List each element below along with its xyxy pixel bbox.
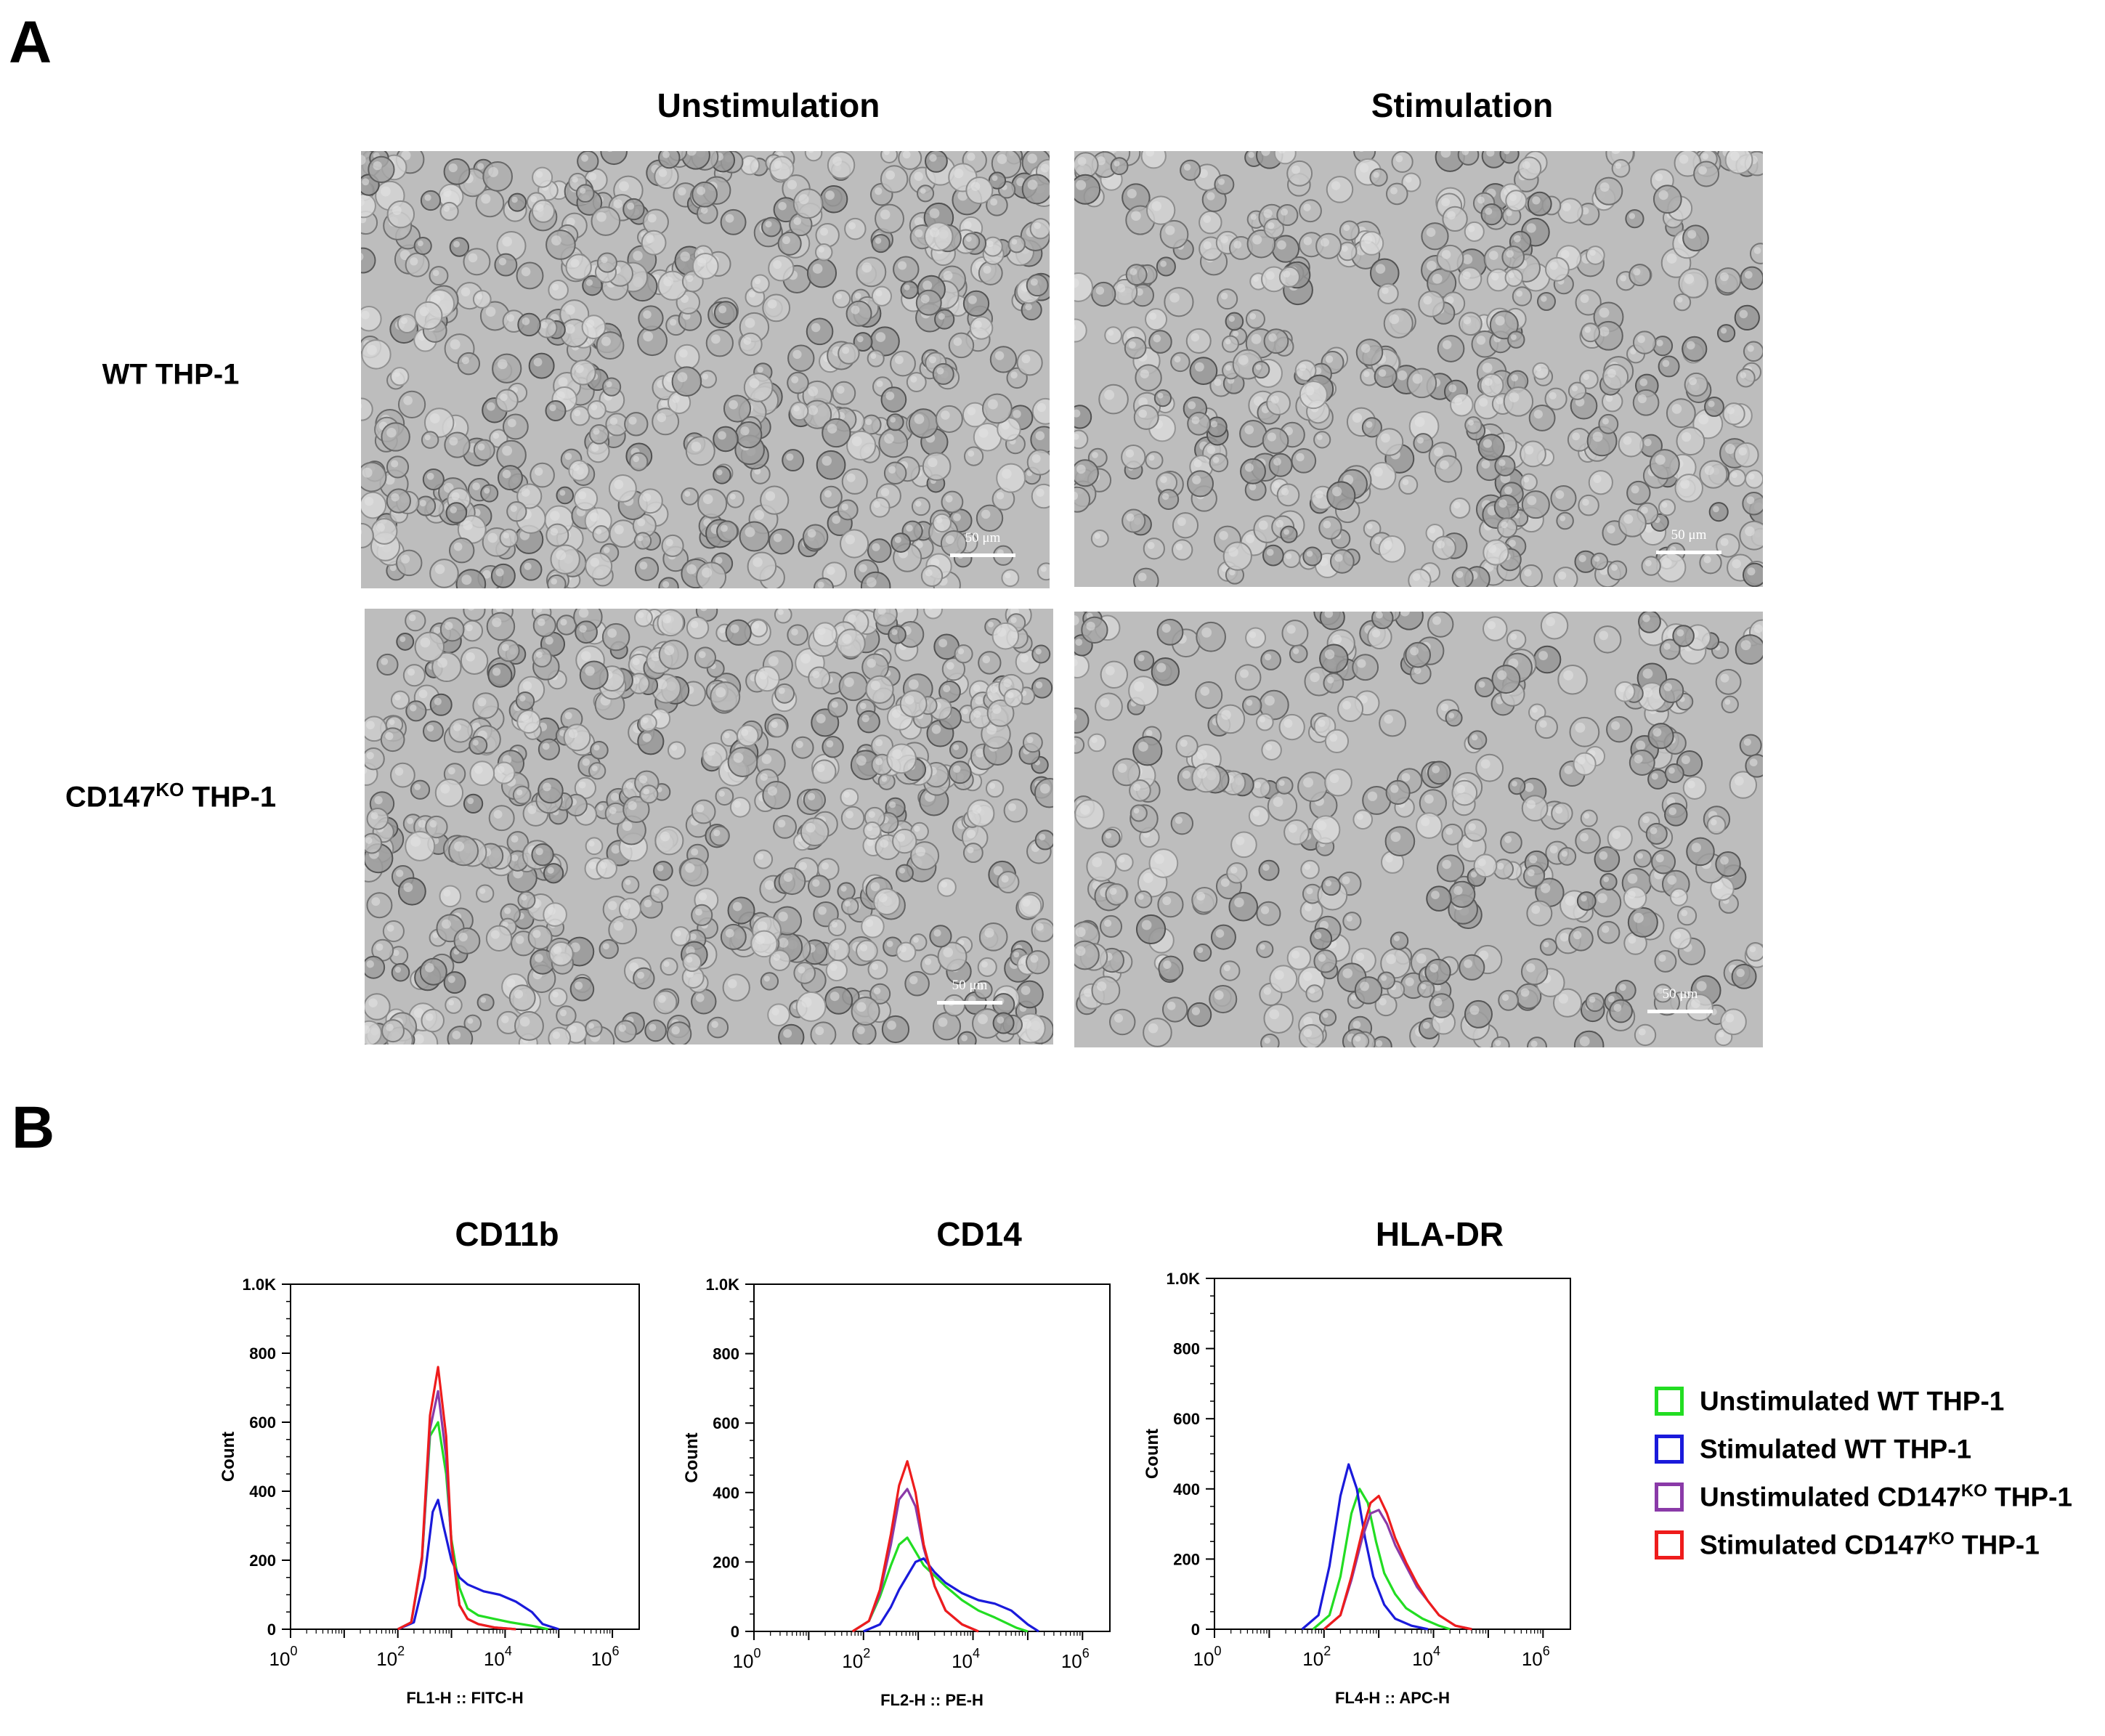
legend-item-stim-ko: Stimulated CD147KO THP-1 — [1655, 1521, 2105, 1569]
y-tick-label: 1.0K — [1167, 1270, 1201, 1288]
y-tick-label: 400 — [713, 1484, 739, 1502]
scale-bar-3: 50 μm — [937, 978, 1002, 1005]
y-axis-label: Count — [682, 1432, 702, 1483]
legend-item-unstim-wt: Unstimulated WT THP-1 — [1655, 1377, 2105, 1425]
y-tick-label: 1.0K — [706, 1275, 740, 1294]
series-line-stimulated-wt-thp-1 — [863, 1557, 1039, 1633]
x-axis-label: FL1-H :: FITC-H — [406, 1689, 523, 1707]
x-tick-label: 104 — [1412, 1644, 1440, 1670]
column-header-unstimulation: Unstimulation — [657, 86, 880, 124]
x-tick-label: 102 — [376, 1644, 405, 1670]
scale-bar-2: 50 μm — [1656, 527, 1721, 554]
chart-title-hla-dr: HLA-DR — [1375, 1215, 1504, 1253]
series-line-unstimulated-cd147ko-thp-1 — [1323, 1509, 1472, 1631]
series-line-unstimulated-wt-thp-1 — [851, 1536, 1029, 1633]
legend-label: Stimulated CD147KO THP-1 — [1700, 1529, 2040, 1560]
plot-frame — [290, 1283, 640, 1630]
y-tick-label: 600 — [1173, 1410, 1200, 1428]
legend-item-unstim-ko: Unstimulated CD147KO THP-1 — [1655, 1473, 2105, 1521]
series-line-stimulated-wt-thp-1 — [397, 1498, 559, 1631]
y-tick-label: 400 — [249, 1483, 276, 1501]
y-tick-label: 0 — [1191, 1621, 1200, 1639]
legend-swatch — [1655, 1435, 1684, 1464]
micrograph-wt-stimulated-image — [1074, 151, 1763, 587]
scale-bar-1: 50 μm — [950, 530, 1015, 557]
scale-bar-line — [1647, 1010, 1713, 1013]
micrograph-wt-unstimulated — [361, 151, 1050, 588]
x-tick-label: 106 — [1522, 1644, 1550, 1670]
y-tick-label: 800 — [249, 1344, 276, 1363]
y-tick-label: 800 — [713, 1345, 739, 1363]
series-line-unstimulated-cd147ko-thp-1 — [851, 1488, 979, 1633]
legend-swatch — [1655, 1483, 1684, 1512]
micrograph-ko-stimulated — [1074, 612, 1763, 1047]
plot-frame — [1214, 1278, 1571, 1630]
y-tick-label: 200 — [713, 1553, 739, 1571]
y-axis-label: Count — [219, 1432, 238, 1482]
micrograph-wt-stimulated — [1074, 151, 1763, 587]
scale-bar-4: 50 μm — [1647, 986, 1713, 1013]
micrograph-ko-unstimulated — [365, 609, 1053, 1045]
cell-texture — [1074, 612, 1763, 1047]
scale-bar-line — [950, 553, 1015, 557]
x-axis-label: FL4-H :: APC-H — [1335, 1689, 1450, 1707]
legend-label: Unstimulated CD147KO THP-1 — [1700, 1481, 2072, 1512]
y-tick-label: 600 — [249, 1413, 276, 1432]
x-tick-label: 104 — [484, 1644, 512, 1670]
micrograph-ko-unstimulated-image — [365, 609, 1053, 1045]
y-tick-label: 0 — [267, 1621, 276, 1639]
column-header-stimulation: Stimulation — [1371, 86, 1554, 124]
chart-title-cd14: CD14 — [936, 1215, 1022, 1253]
series-line-stimulated-wt-thp-1 — [1301, 1463, 1429, 1631]
x-axis-label: FL2-H :: PE-H — [880, 1691, 983, 1709]
x-tick-label: 100 — [269, 1644, 298, 1670]
legend-swatch — [1655, 1387, 1684, 1416]
scale-bar-line — [937, 1001, 1002, 1005]
cell-texture — [1074, 151, 1763, 587]
y-axis-label: Count — [1143, 1429, 1162, 1479]
scale-bar-label: 50 μm — [965, 530, 1001, 545]
scale-bar-label: 50 μm — [1662, 986, 1698, 1002]
legend-label: Stimulated WT THP-1 — [1700, 1434, 1972, 1464]
x-tick-label: 100 — [733, 1646, 761, 1672]
row-header-wt-thp1: WT THP-1 — [102, 358, 240, 391]
y-tick-label: 1.0K — [243, 1275, 277, 1294]
series-line-unstimulated-wt-thp-1 — [1312, 1488, 1451, 1631]
y-tick-label: 400 — [1173, 1480, 1200, 1498]
micrograph-ko-stimulated-image — [1074, 612, 1763, 1047]
cell-texture — [361, 151, 1050, 588]
y-tick-label: 200 — [1173, 1550, 1200, 1568]
y-tick-label: 800 — [1173, 1340, 1200, 1358]
scale-bar-label: 50 μm — [1671, 527, 1707, 543]
x-tick-label: 106 — [591, 1644, 620, 1670]
x-tick-label: 106 — [1061, 1646, 1090, 1672]
chart-title-cd11b: CD11b — [455, 1215, 559, 1253]
series-line-stimulated-cd147ko-thp-1 — [851, 1460, 979, 1633]
panel-label-b: B — [12, 1095, 55, 1161]
scale-bar-label: 50 μm — [952, 978, 988, 993]
panel-label-a: A — [9, 9, 52, 76]
cell-texture — [365, 609, 1053, 1045]
x-tick-label: 104 — [952, 1646, 980, 1672]
x-tick-label: 100 — [1193, 1644, 1222, 1670]
legend-label: Unstimulated WT THP-1 — [1700, 1386, 2005, 1416]
legend: Unstimulated WT THP-1 Stimulated WT THP-… — [1655, 1377, 2105, 1569]
series-line-stimulated-cd147ko-thp-1 — [397, 1366, 516, 1631]
legend-item-stim-wt: Stimulated WT THP-1 — [1655, 1425, 2105, 1473]
y-tick-label: 200 — [249, 1552, 276, 1570]
x-tick-label: 102 — [1302, 1644, 1331, 1670]
x-tick-label: 102 — [842, 1646, 870, 1672]
y-tick-label: 0 — [731, 1623, 739, 1641]
legend-swatch — [1655, 1530, 1684, 1559]
series-line-stimulated-cd147ko-thp-1 — [1323, 1494, 1472, 1631]
row-header-cd147ko-thp1: CD147KO THP-1 — [65, 779, 277, 814]
micrograph-wt-unstimulated-image — [361, 151, 1050, 588]
scale-bar-line — [1656, 551, 1721, 554]
y-tick-label: 600 — [713, 1414, 739, 1432]
